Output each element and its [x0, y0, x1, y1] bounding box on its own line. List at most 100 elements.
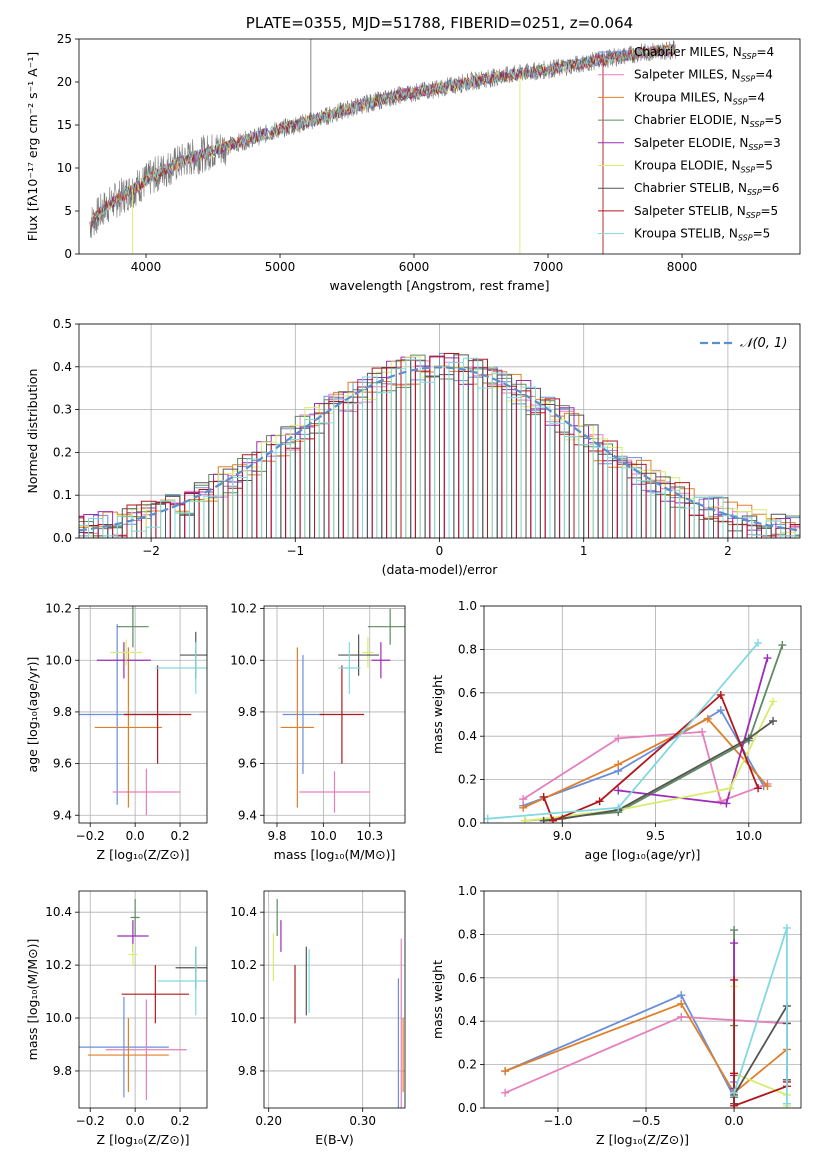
- data-point: [726, 784, 735, 793]
- y-tick-label: 0.2: [458, 773, 477, 787]
- x-tick-label: 5000: [265, 260, 296, 274]
- axes-weight-vs-Z: −1.0 −0.5 0.0 0.0 0.2 0.4 0.6 0.8 1.0 Z [log₁₀(Z/…: [430, 884, 802, 1147]
- series-line: [522, 717, 769, 809]
- data-point: [595, 797, 604, 806]
- legend-label: Chabrier STELIB, N: [634, 181, 747, 195]
- legend-entry: Kroupa ELODIE, NSSP=5: [634, 159, 773, 175]
- x-tick-label: 8000: [667, 260, 698, 274]
- data-spectrum-line: [89, 40, 676, 238]
- y-tick-label: 10.2: [230, 958, 257, 972]
- legend-suffix: =6: [762, 181, 780, 195]
- data-point: [716, 706, 725, 715]
- axes-frame: [483, 605, 802, 824]
- x-tick-label: 4000: [131, 260, 162, 274]
- y-tick-label: 10: [57, 161, 72, 175]
- data-point: [730, 939, 739, 948]
- y-axis-label: Flux [fλ10⁻¹⁷ erg cm⁻² s⁻¹ A⁻¹]: [25, 52, 40, 241]
- x-tick-label: −1.0: [543, 1114, 572, 1128]
- y-tick-label: 9.8: [53, 1064, 72, 1078]
- x-tick-label: −0.5: [631, 1114, 660, 1128]
- data-point: [769, 717, 778, 726]
- data-point: [730, 975, 739, 984]
- axes-frame: [78, 323, 801, 539]
- axes-frame: [263, 890, 406, 1109]
- legend-sub: SSP: [748, 143, 763, 152]
- legend-entry: 𝒩(0, 1): [740, 336, 787, 351]
- legend-label: Salpeter MILES, N: [634, 68, 741, 82]
- legend-suffix: =4: [747, 90, 765, 104]
- data-point: [730, 1088, 739, 1097]
- y-tick-label: 0.6: [458, 686, 477, 700]
- errorbars: [79, 606, 207, 816]
- data-point: [698, 727, 707, 736]
- data-point: [677, 999, 686, 1008]
- x-axis-label: Z [log₁₀(Z/Z⊙)]: [596, 1132, 689, 1147]
- data-point: [730, 926, 739, 935]
- y-tick-label: 9.8: [238, 1064, 257, 1078]
- x-tick-label: −0.2: [76, 1114, 105, 1128]
- y-tick-label: 0.3: [53, 403, 72, 417]
- data-point: [614, 734, 623, 743]
- model-line: [90, 43, 676, 225]
- series-line: [524, 701, 774, 822]
- legend-suffix: =5: [755, 159, 773, 173]
- y-axis-label: age [log₁₀(age/yr)]: [25, 657, 40, 773]
- histogram-series: [79, 353, 800, 538]
- axes-residuals: −2 −1 0 1 2 0.0 0.1 0.2 0.3 0.4 0.5 (data-model)/er…: [25, 317, 801, 577]
- y-tick-label: 25: [57, 32, 72, 46]
- axes-weight-vs-age: 9.0 9.5 10.0 0.0 0.2 0.4 0.6 0.8 1.0 age [log₁₀(a…: [430, 599, 802, 862]
- legend-suffix: =3: [763, 136, 781, 150]
- x-tick-label: 0.0: [725, 1114, 744, 1128]
- legend-label: Chabrier ELODIE, N: [634, 113, 750, 127]
- model-line: [90, 44, 676, 224]
- legend-label: Kroupa MILES, N: [634, 90, 733, 104]
- y-tick-label: 9.4: [238, 808, 257, 822]
- y-tick-label: 10.0: [45, 1011, 72, 1025]
- data-point: [677, 1012, 686, 1021]
- series-line: [733, 986, 788, 1106]
- chart-title: PLATE=0355, MJD=51788, FIBERID=0251, z=0…: [246, 14, 633, 32]
- model-line: [90, 44, 676, 224]
- data-point: [763, 782, 772, 791]
- y-tick-label: 0.6: [458, 971, 477, 985]
- y-tick-label: 0.5: [53, 317, 72, 331]
- y-tick-label: 5: [64, 204, 72, 218]
- legend-entry: Kroupa STELIB, NSSP=5: [634, 227, 770, 243]
- y-tick-label: 0.2: [53, 445, 72, 459]
- data-point: [484, 814, 492, 823]
- x-axis-label: mass [log₁₀(M/M⊙)]: [274, 847, 396, 862]
- spectrum-lines: [89, 39, 676, 254]
- legend-suffix: =5: [760, 204, 778, 218]
- legend-sub: SSP: [741, 166, 756, 175]
- x-axis-label: Z [log₁₀(Z/Z⊙)]: [97, 847, 190, 862]
- histogram-series: [79, 354, 800, 538]
- x-tick-label: 0: [436, 544, 444, 558]
- data-point: [754, 638, 763, 647]
- x-tick-label: −2: [142, 544, 160, 558]
- y-tick-label: 9.6: [238, 757, 257, 771]
- legend-entry: Chabrier STELIB, NSSP=6: [634, 181, 779, 197]
- data-point: [716, 690, 725, 699]
- data-point: [782, 923, 791, 932]
- y-tick-label: 1.0: [458, 599, 477, 613]
- legend-sub: SSP: [746, 211, 761, 220]
- y-tick-label: 0.1: [53, 488, 72, 502]
- data-point: [730, 1101, 739, 1108]
- axes-age-vs-Z: −0.2 0.0 0.2 9.4 9.6 9.8 10.0 10.2 Z [log₁₀(Z/Z⊙…: [25, 602, 208, 862]
- weight-lines: [484, 638, 787, 823]
- y-tick-label: 0.4: [53, 360, 72, 374]
- y-tick-label: 10.4: [230, 905, 257, 919]
- y-tick-label: 0.0: [458, 1101, 477, 1115]
- y-tick-label: 10.2: [45, 602, 72, 616]
- model-line: [90, 43, 676, 222]
- data-point: [501, 1067, 510, 1076]
- y-tick-label: 0: [64, 247, 72, 261]
- x-axis-label: (data-model)/error: [382, 562, 499, 577]
- histograms: [79, 352, 800, 538]
- x-tick-label: 0.30: [349, 1114, 376, 1128]
- legend-entry: Kroupa MILES, NSSP=4: [634, 90, 765, 106]
- x-tick-label: 10.0: [735, 829, 762, 843]
- x-axis-label: E(B-V): [315, 1132, 354, 1147]
